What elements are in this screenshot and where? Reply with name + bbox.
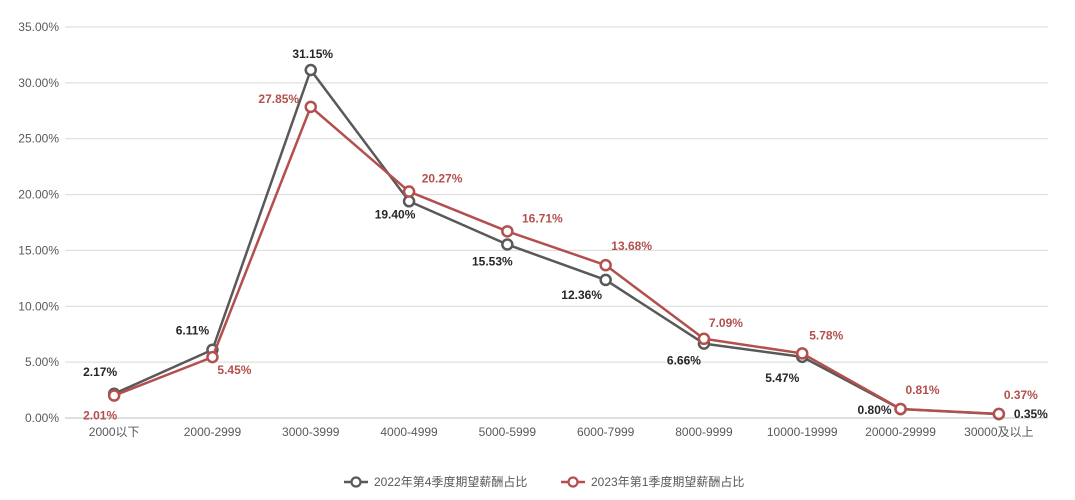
data-label: 0.80% (858, 403, 892, 417)
data-label: 27.85% (258, 92, 299, 106)
data-label: 7.09% (709, 316, 743, 330)
data-point (894, 402, 907, 416)
y-tick-label: 35.00% (18, 20, 59, 34)
data-point (599, 258, 612, 272)
data-label: 6.66% (667, 354, 701, 368)
data-label: 19.40% (375, 207, 416, 221)
data-label: 5.78% (809, 328, 843, 342)
data-label: 0.37% (1004, 388, 1038, 402)
data-label: 13.68% (611, 239, 652, 253)
y-tick-label: 20.00% (18, 188, 59, 202)
series-layer (107, 63, 1006, 421)
data-label: 5.45% (217, 363, 251, 377)
data-point (402, 185, 416, 198)
data-label: 16.71% (522, 211, 563, 225)
legend: 2022年第4季度期望薪酬占比 2023年第1季度期望薪酬占比 (344, 474, 744, 489)
y-tick-label: 5.00% (25, 355, 59, 369)
x-tick-label: 10000-19999 (767, 425, 838, 439)
data-label: 20.27% (422, 172, 463, 186)
x-tick-label: 8000-9999 (675, 425, 733, 439)
data-label: 0.81% (906, 383, 940, 397)
x-tick-label: 20000-29999 (865, 425, 936, 439)
x-tick-label: 3000-3999 (282, 425, 340, 439)
data-point (501, 238, 514, 251)
y-tick-label: 30.00% (18, 76, 59, 90)
data-point (107, 389, 121, 402)
y-tick-label: 10.00% (18, 299, 59, 313)
data-label: 31.15% (292, 47, 333, 61)
x-tick-label: 2000-2999 (184, 425, 242, 439)
data-point (206, 350, 219, 364)
data-label: 0.35% (1014, 407, 1048, 421)
legend-label: 2023年第1季度期望薪酬占比 (591, 474, 744, 489)
data-label: 5.47% (765, 371, 799, 385)
data-labels: 2.17% 6.11% 31.15% 19.40% 15.53% 12.36% 6.66% 5… (83, 47, 1048, 423)
data-point (697, 332, 711, 346)
y-tick-label: 25.00% (18, 132, 59, 146)
y-tick-label: 15.00% (18, 243, 59, 257)
data-point (599, 273, 612, 287)
x-tick-label: 2000以下 (89, 425, 140, 439)
data-point (304, 63, 317, 77)
legend-swatch-marker (350, 476, 362, 488)
data-label: 2.01% (83, 409, 117, 423)
data-point (304, 100, 317, 114)
x-tick-label: 30000及以上 (964, 425, 1033, 439)
series-line (113, 105, 999, 416)
legend-swatch-marker (567, 476, 579, 488)
series-line (113, 68, 999, 416)
data-label: 2.17% (83, 365, 117, 379)
y-axis: 0.00% 5.00% 10.00% 15.00% 20.00% 25.00% 30.00%… (18, 20, 59, 425)
y-tick-label: 0.00% (25, 411, 59, 425)
data-label: 12.36% (561, 288, 602, 302)
data-label: 6.11% (176, 324, 210, 338)
data-point (501, 225, 514, 238)
data-point (796, 347, 809, 360)
x-tick-label: 4000-4999 (380, 425, 438, 439)
data-label: 15.53% (472, 255, 513, 269)
x-axis: 2000以下 2000-2999 3000-3999 4000-4999 5000-59… (89, 425, 1034, 439)
data-point (992, 407, 1006, 421)
legend-label: 2022年第4季度期望薪酬占比 (374, 474, 527, 489)
x-tick-label: 6000-7999 (577, 425, 635, 439)
x-tick-label: 5000-5999 (479, 425, 537, 439)
